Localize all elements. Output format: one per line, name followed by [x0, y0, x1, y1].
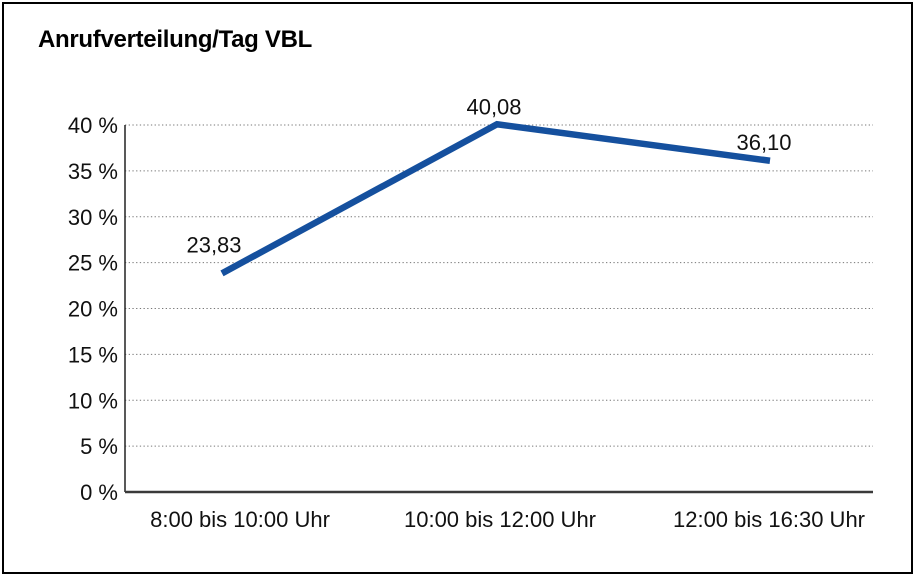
y-tick-label: 10 %: [68, 388, 118, 413]
y-tick-label: 30 %: [68, 205, 118, 230]
y-tick-label: 40 %: [68, 113, 118, 138]
y-tick-label: 25 %: [68, 251, 118, 276]
x-category-label: 12:00 bis 16:30 Uhr: [673, 507, 865, 532]
y-tick-label: 0 %: [80, 480, 118, 505]
y-tick-label: 15 %: [68, 342, 118, 367]
y-tick-label: 35 %: [68, 159, 118, 184]
y-tick-label: 20 %: [68, 297, 118, 322]
x-category-label: 10:00 bis 12:00 Uhr: [404, 507, 596, 532]
y-tick-label: 5 %: [80, 434, 118, 459]
data-point-label: 23,83: [186, 232, 241, 257]
data-point-label: 40,08: [466, 94, 521, 119]
data-series-line: [220, 120, 771, 277]
x-category-label: 8:00 bis 10:00 Uhr: [150, 507, 330, 532]
data-point-label: 36,10: [736, 130, 791, 155]
chart-title: Anrufverteilung/Tag VBL: [38, 26, 312, 53]
